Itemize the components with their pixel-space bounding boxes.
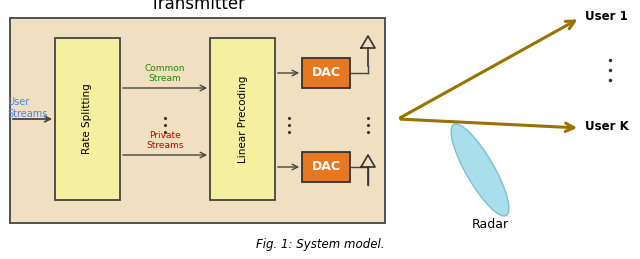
Text: DAC: DAC [312,67,340,80]
Text: Transmitter: Transmitter [150,0,245,13]
Text: Fig. 1: System model.: Fig. 1: System model. [256,238,384,251]
Text: DAC: DAC [312,161,340,174]
Text: Rate Splitting: Rate Splitting [83,84,93,154]
Text: Common
Stream: Common Stream [145,64,185,83]
Ellipse shape [451,124,509,216]
Text: User K: User K [585,119,628,133]
Bar [210,38,275,200]
Text: Linear Precoding: Linear Precoding [237,75,248,163]
Bar [55,38,120,200]
Text: Private
Streams: Private Streams [147,131,184,150]
Text: User 1: User 1 [585,10,628,23]
Bar [302,152,350,182]
Text: Radar: Radar [472,219,509,232]
Bar [302,58,350,88]
Bar [10,18,385,223]
Text: User
Streams: User Streams [7,97,47,119]
